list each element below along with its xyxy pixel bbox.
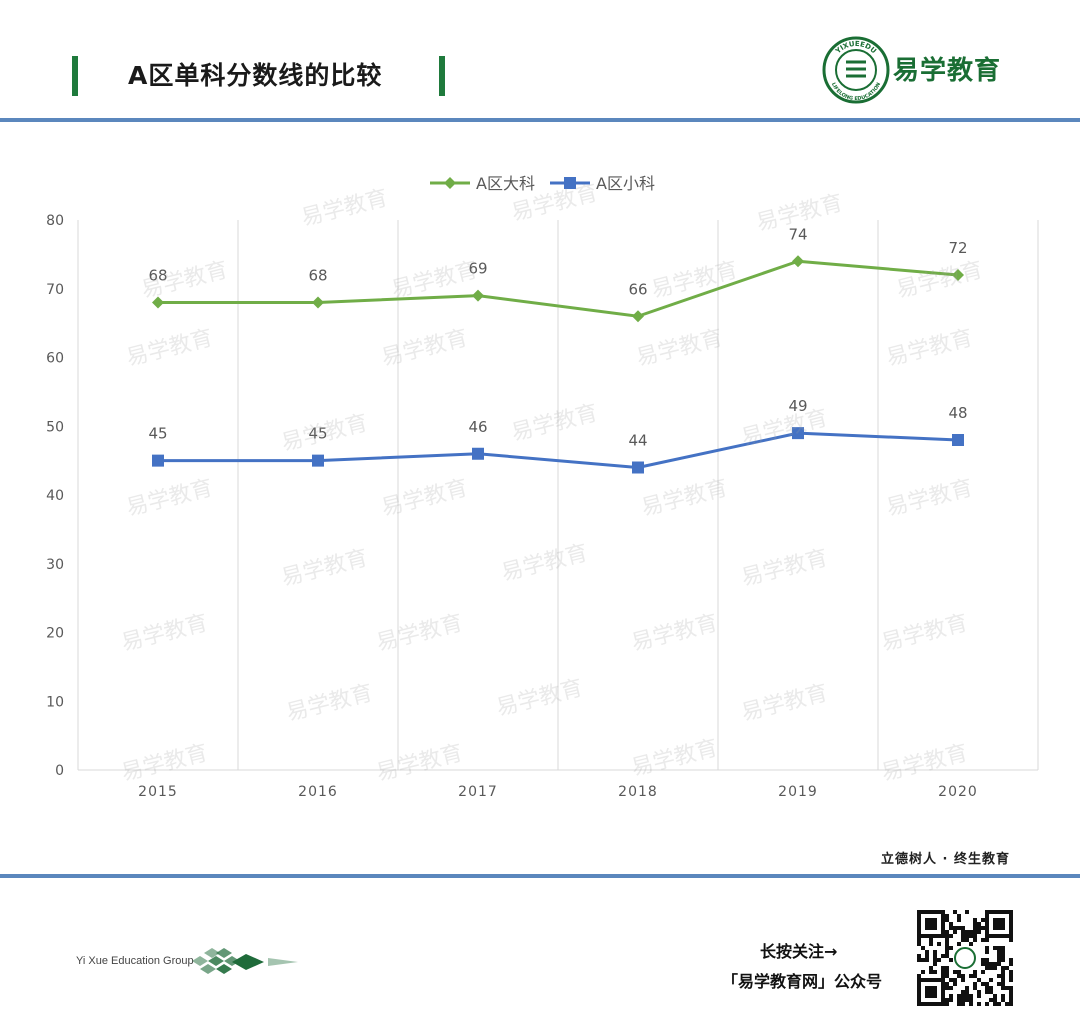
y-tick-label: 30 (46, 557, 64, 573)
data-label: 74 (788, 225, 807, 243)
data-label: 46 (468, 418, 487, 436)
qr-prompt-line1: 长按关注→ (760, 942, 838, 961)
series-point-2 (472, 447, 484, 460)
y-tick-label: 20 (46, 626, 64, 642)
header-divider (0, 118, 1080, 122)
series-point-2 (152, 454, 164, 467)
group-name: Yi Xue Education Group (76, 955, 194, 967)
footer-motto: 立德树人 · 终生教育 (881, 852, 1010, 867)
series-point-1 (472, 289, 484, 302)
x-tick-label: 2020 (938, 784, 978, 800)
group-logo-icon (192, 944, 302, 984)
data-label: 72 (948, 239, 967, 257)
title-accent-bar-right (439, 56, 445, 96)
series-line-2 (158, 431, 959, 469)
x-tick-label: 2015 (138, 784, 178, 800)
y-tick-label: 50 (46, 419, 64, 435)
data-label: 66 (628, 280, 647, 298)
page-title: A区单科分数线的比较 (128, 61, 383, 90)
brand-name: 易学教育 (893, 56, 1002, 86)
data-label: 45 (308, 425, 327, 443)
data-label: 45 (148, 425, 167, 443)
x-tick-label: 2016 (298, 784, 338, 800)
y-tick-label: 60 (46, 351, 64, 367)
y-tick-label: 40 (46, 488, 64, 504)
chart-svg: 0 10 20 30 40 50 60 70 80 2015 2016 2017 2018 2019 202… (46, 174, 1039, 800)
series-point-1 (312, 296, 324, 309)
qr-code-icon[interactable] (917, 910, 1013, 1010)
legend-marker (444, 177, 456, 189)
svg-text:LIFELONG EDUCATION: LIFELONG EDUCATION (830, 82, 882, 102)
x-tick-label: 2019 (778, 784, 818, 800)
data-label: 49 (788, 397, 807, 415)
data-label: 44 (628, 432, 647, 450)
y-tick-label: 80 (46, 213, 64, 229)
series-line-1 (158, 259, 959, 318)
legend-marker (564, 177, 576, 189)
qr-prompt-line2: 「易学教育网」公众号 (722, 972, 883, 991)
series-point-1 (632, 310, 644, 323)
series-point-2 (952, 434, 964, 446)
data-label: 68 (148, 267, 167, 285)
line-chart: 0 10 20 30 40 50 60 70 80 2015 2016 2017 2018 2019 202… (0, 150, 1080, 830)
title-accent-bar-left (72, 56, 78, 96)
legend-label-2: A区小科 (596, 174, 655, 193)
footer-divider (0, 874, 1080, 878)
data-label: 69 (468, 260, 487, 278)
series-point-1 (792, 255, 804, 268)
y-tick-label: 10 (46, 694, 64, 710)
series-point-2 (632, 461, 644, 474)
x-tick-label: 2017 (458, 784, 498, 800)
series-point-2 (792, 427, 804, 440)
brand-logo-icon: YIXUEEDU LIFELONG EDUCATION (822, 36, 890, 108)
y-tick-label: 70 (46, 282, 64, 298)
series-point-2 (312, 454, 324, 467)
data-label: 68 (308, 267, 327, 285)
x-tick-label: 2018 (618, 784, 658, 800)
series-point-1 (952, 269, 964, 281)
series-point-1 (152, 296, 164, 309)
legend-label-1: A区大科 (476, 174, 535, 193)
data-label: 48 (948, 404, 967, 422)
logo-ring-text-bottom: LIFELONG EDUCATION (830, 82, 882, 102)
y-tick-label: 0 (55, 763, 64, 779)
